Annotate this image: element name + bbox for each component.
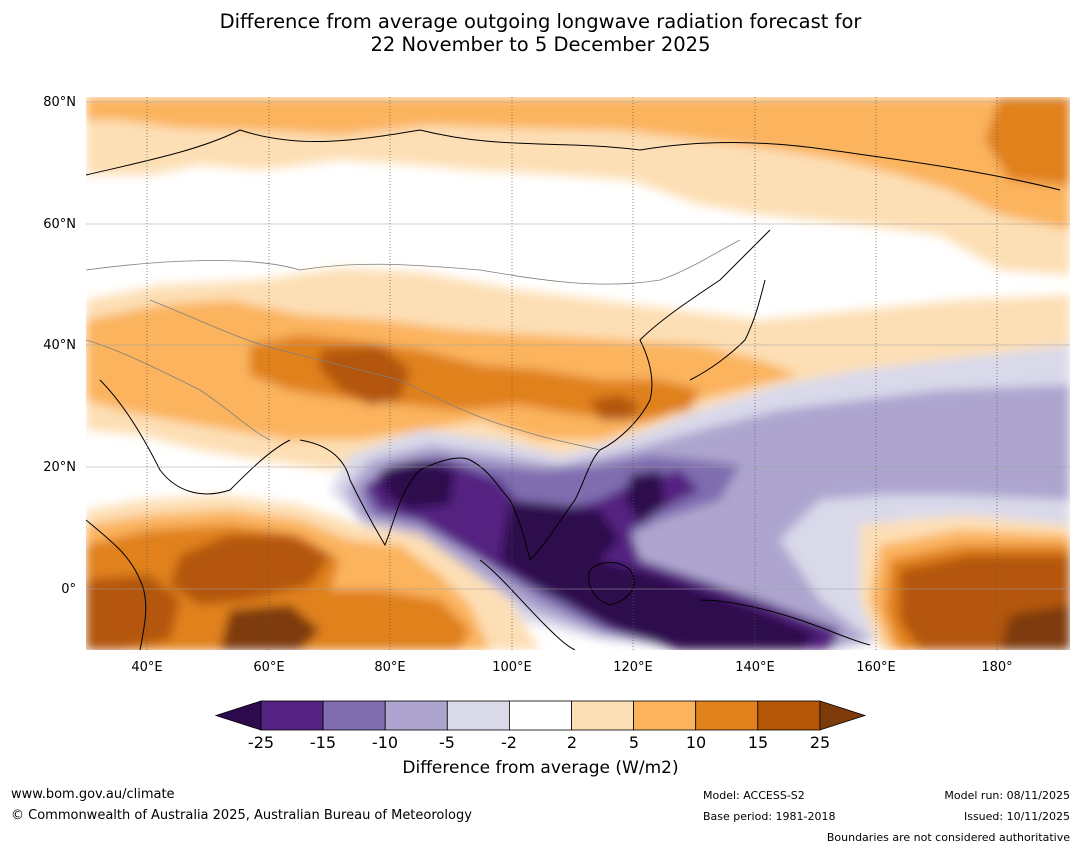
footer-base-period: Base period: 1981-2018	[703, 810, 836, 823]
anomaly-region-core-indonesia	[500, 500, 820, 650]
lon-label-160e: 160°E	[856, 660, 896, 675]
lon-label-100e: 100°E	[492, 660, 532, 675]
colorbar-swatch	[260, 700, 324, 731]
lat-label-60n: 60°N	[43, 217, 76, 232]
coastline-southeast-asia	[469, 449, 601, 561]
colorbar-tick: -10	[371, 733, 399, 752]
colorbar-swatch	[508, 700, 572, 731]
coastline-new-guinea	[699, 599, 871, 646]
footer-model: Model: ACCESS-S2	[703, 789, 805, 802]
colorbar-extension-high	[819, 700, 867, 731]
colorbar-tick: -2	[501, 733, 517, 752]
colorbar-tick: 15	[747, 733, 769, 752]
colorbar-tick: -25	[247, 733, 275, 752]
border-russia-south	[86, 239, 741, 285]
colorbar-label: Difference from average (W/m2)	[402, 758, 679, 778]
country-borders	[86, 239, 741, 451]
colorbar-swatch	[322, 700, 386, 731]
anomaly-region-africa-peak	[170, 535, 330, 605]
anomaly-field	[86, 97, 1070, 650]
footer-website[interactable]: www.bom.gov.au/climate	[11, 787, 175, 802]
anomaly-region-east-china	[590, 395, 640, 420]
title-line-1: Difference from average outgoing longwav…	[219, 10, 862, 33]
colorbar-swatch	[384, 700, 448, 731]
colorbar	[214, 700, 867, 731]
border-central-asia	[149, 299, 401, 381]
footer-issued: Issued: 10/11/2025	[963, 810, 1070, 823]
anomaly-region-arctic-core	[86, 97, 1070, 230]
lon-label-140e: 140°E	[735, 660, 775, 675]
lat-label-20n: 20°N	[43, 460, 76, 475]
anomaly-region-core-bengal	[380, 460, 455, 510]
footer-disclaimer: Boundaries are not considered authoritat…	[826, 831, 1070, 844]
lat-label-40n: 40°N	[43, 338, 76, 353]
coastline-arctic	[86, 129, 1061, 191]
colorbar-swatch	[757, 700, 821, 731]
lon-label-40e: 40°E	[131, 660, 163, 675]
lon-label-120e: 120°E	[613, 660, 653, 675]
footer-copyright: © Commonwealth of Australia 2025, Austra…	[11, 808, 472, 823]
coastline-borneo	[588, 562, 635, 606]
coastline-japan	[689, 279, 766, 381]
lon-label-60e: 60°E	[253, 660, 285, 675]
coastline-sumatra	[479, 559, 576, 650]
anomaly-region-southern-peak	[220, 605, 320, 650]
colorbar-swatch	[446, 700, 510, 731]
colorbar-tick: -15	[309, 733, 337, 752]
lat-label-80n: 80°N	[43, 95, 76, 110]
coastline-east-asia	[599, 229, 771, 451]
anomaly-region-core-philippines	[625, 470, 665, 525]
anomaly-region-pacific-positive-max	[1000, 605, 1070, 650]
lat-gridlines	[86, 101, 1070, 590]
colorbar-tick: 10	[685, 733, 707, 752]
lon-label-180: 180°	[981, 660, 1013, 675]
coastline-india	[299, 439, 471, 547]
border-china-south	[399, 379, 601, 451]
anomaly-region-tibet-peak	[320, 345, 410, 405]
lat-label-0: 0°	[61, 582, 76, 597]
colorbar-tick: 2	[566, 733, 578, 752]
coastline-arabia	[99, 379, 291, 495]
colorbar-swatch	[695, 700, 759, 731]
colorbar-swatch	[633, 700, 697, 731]
colorbar-extension-low	[214, 700, 262, 731]
coastline-africa	[86, 519, 147, 650]
colorbar-tick: 5	[628, 733, 640, 752]
colorbar-tick: 25	[809, 733, 831, 752]
anomaly-region-madagascar-peak	[86, 575, 180, 650]
colorbar-tick: -5	[439, 733, 455, 752]
coastlines	[86, 129, 1061, 650]
lon-label-80e: 80°E	[374, 660, 406, 675]
map-title: Difference from average outgoing longwav…	[0, 10, 1081, 56]
footer-model-run: Model run: 08/11/2025	[944, 789, 1070, 802]
lon-gridlines	[146, 97, 998, 650]
anomaly-region-siberia-core	[985, 97, 1070, 185]
border-middle-east	[86, 339, 271, 441]
title-line-2: 22 November to 5 December 2025	[370, 33, 711, 56]
colorbar-swatch	[571, 700, 634, 731]
